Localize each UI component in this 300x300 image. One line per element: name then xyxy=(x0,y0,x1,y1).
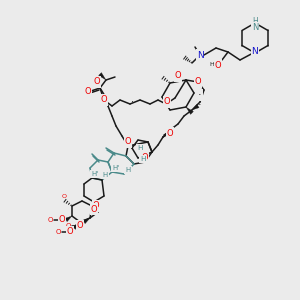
Text: O: O xyxy=(101,95,107,104)
Text: O: O xyxy=(67,227,73,236)
Text: O: O xyxy=(164,98,170,106)
Text: ·: · xyxy=(131,97,134,107)
Text: O: O xyxy=(91,205,97,214)
Text: H: H xyxy=(137,145,143,151)
Text: N: N xyxy=(196,50,203,59)
Text: H: H xyxy=(210,62,214,68)
Polygon shape xyxy=(192,104,199,110)
Text: O: O xyxy=(142,152,148,161)
Text: O: O xyxy=(55,229,61,235)
Polygon shape xyxy=(186,107,194,114)
Text: O: O xyxy=(167,128,173,137)
Text: O: O xyxy=(94,77,100,86)
Text: O: O xyxy=(125,137,131,146)
Text: O: O xyxy=(65,223,71,229)
Text: H: H xyxy=(252,17,258,26)
Text: H: H xyxy=(125,167,130,173)
Text: O: O xyxy=(93,202,99,211)
Text: O: O xyxy=(61,194,67,200)
Text: O: O xyxy=(175,71,181,80)
Text: H: H xyxy=(102,172,108,178)
Text: H': H' xyxy=(112,165,120,171)
Text: H: H xyxy=(140,156,146,162)
Text: N: N xyxy=(252,47,258,56)
Text: O: O xyxy=(59,215,65,224)
Polygon shape xyxy=(83,218,90,224)
Text: O: O xyxy=(215,61,221,70)
Polygon shape xyxy=(73,222,80,230)
Text: O: O xyxy=(195,77,201,86)
Text: O: O xyxy=(85,88,91,97)
Text: O: O xyxy=(47,217,53,223)
Polygon shape xyxy=(99,73,106,80)
Polygon shape xyxy=(94,202,98,207)
Text: ·: · xyxy=(198,100,202,110)
Polygon shape xyxy=(65,216,72,222)
Text: N: N xyxy=(252,23,258,32)
Text: O: O xyxy=(77,221,83,230)
Text: ·: · xyxy=(198,90,202,100)
Text: H': H' xyxy=(92,171,99,177)
